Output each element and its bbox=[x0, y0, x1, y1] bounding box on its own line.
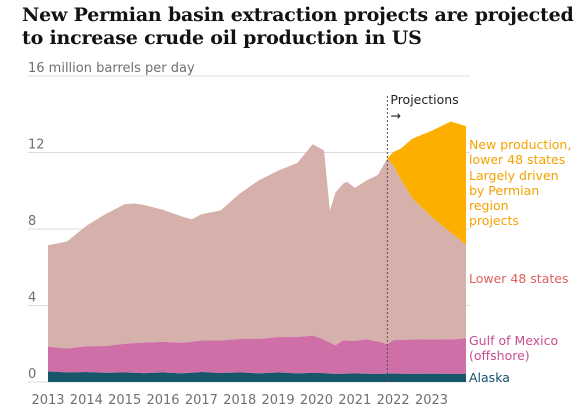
y-tick-label: 8 bbox=[28, 214, 36, 229]
new-production-area bbox=[387, 121, 466, 245]
lower-48-area bbox=[48, 144, 466, 349]
chart-title: New Permian basin extraction projects ar… bbox=[22, 4, 574, 49]
chart-areas bbox=[48, 121, 466, 382]
x-tick-label: 2019 bbox=[262, 393, 295, 408]
alaska-label: Alaska bbox=[469, 370, 510, 385]
x-tick-label: 2013 bbox=[31, 393, 64, 408]
y-tick-label: 0 bbox=[28, 367, 36, 382]
x-tick-label: 2023 bbox=[415, 393, 448, 408]
x-tick-label: 2018 bbox=[223, 393, 256, 408]
projections-label: Projections bbox=[390, 92, 458, 107]
gulf-of-mexico-area bbox=[48, 335, 466, 374]
permian-driven-label: Largely driven by Permian region projects bbox=[469, 168, 559, 228]
new-production-label: New production, lower 48 states bbox=[469, 137, 571, 167]
y-axis-ticks: 0 4 8 12 bbox=[28, 138, 45, 383]
x-tick-label: 2017 bbox=[185, 393, 218, 408]
x-tick-label: 2022 bbox=[377, 393, 410, 408]
y-tick-label: 12 bbox=[28, 138, 45, 153]
y-tick-label: 4 bbox=[28, 291, 36, 306]
alaska-area bbox=[48, 371, 466, 382]
x-tick-label: 2015 bbox=[108, 393, 141, 408]
gulf-of-mexico-label: Gulf of Mexico (offshore) bbox=[469, 333, 558, 363]
x-tick-label: 2014 bbox=[70, 393, 103, 408]
projections-arrow-icon: → bbox=[390, 108, 400, 123]
y-axis-label: 16 million barrels per day bbox=[28, 61, 195, 76]
x-tick-label: 2021 bbox=[338, 393, 371, 408]
x-tick-label: 2016 bbox=[146, 393, 179, 408]
x-axis-ticks: 2013 2014 2015 2016 2017 2018 2019 2020 2021 2022… bbox=[31, 393, 448, 408]
x-tick-label: 2020 bbox=[300, 393, 333, 408]
lower-48-label: Lower 48 states bbox=[469, 271, 568, 286]
